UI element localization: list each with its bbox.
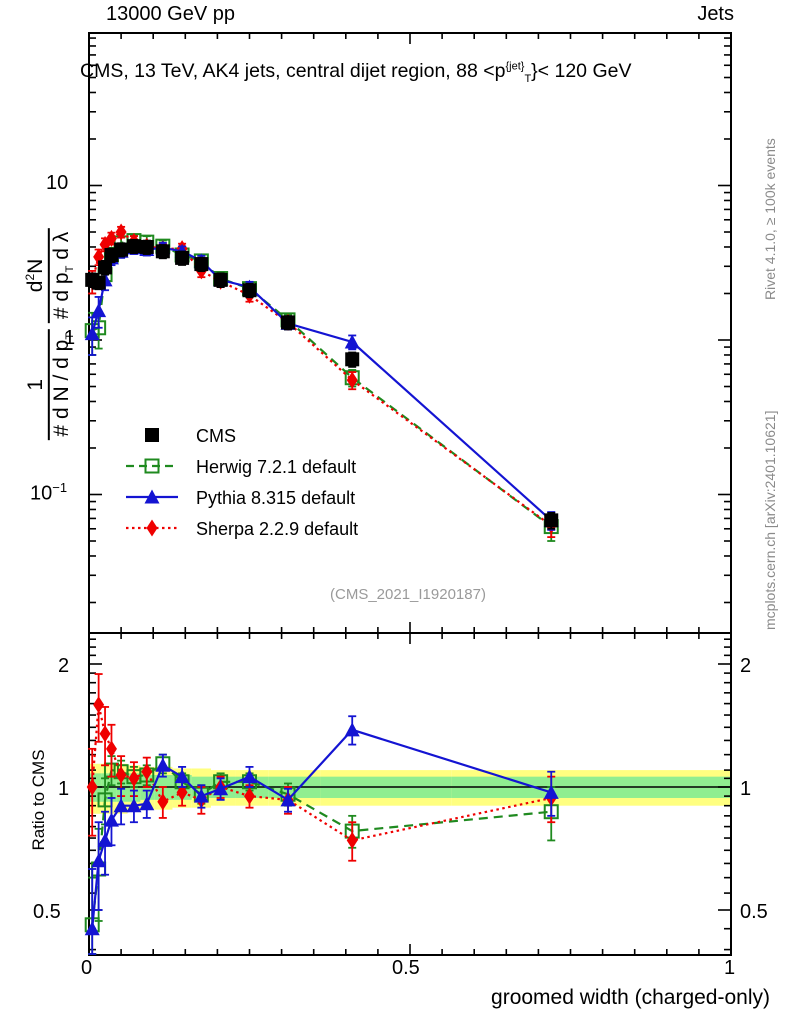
marker-triangle-filled [344, 334, 360, 349]
y-tick-10-neg1-base: 10 [30, 482, 53, 505]
marker-triangle-filled [543, 784, 559, 799]
marker-triangle-filled [84, 326, 100, 341]
x-tick-0: 0 [81, 957, 93, 979]
marker-diamond-filled [346, 831, 358, 849]
marker-square-filled [213, 272, 228, 287]
main-sherpa-line [91, 230, 552, 527]
marker-diamond-filled [176, 783, 188, 801]
marker-diamond-filled [157, 793, 169, 811]
marker-triangle-filled [193, 788, 209, 803]
ratio-tick-right-2: 2 [740, 655, 752, 677]
marker-triangle-filled [242, 769, 257, 784]
analysis-id-watermark: (CMS_2021_I1920187) [330, 586, 486, 603]
marker-square-filled [145, 428, 159, 442]
marker-triangle-filled [344, 722, 360, 737]
y-tick-10: 10 [46, 172, 69, 194]
x-tick-0p5: 0.5 [392, 957, 420, 979]
marker-diamond-filled [244, 787, 255, 805]
legend-label-cms: CMS [196, 426, 236, 446]
marker-square-filled [155, 244, 170, 259]
legend-label-sherpa: Sherpa 2.2.9 default [196, 519, 359, 539]
marker-triangle-filled [91, 853, 107, 868]
ratio-tick-1: 1 [58, 778, 70, 800]
legend-label-pythia: Pythia 8.315 default [196, 488, 356, 508]
legend-label-herwig: Herwig 7.2.1 default [196, 457, 357, 477]
marker-square-filled [242, 283, 257, 298]
marker-triangle-filled [213, 781, 229, 796]
ratio-tick-right-0p5: 0.5 [740, 901, 768, 923]
header-beam-label: 13000 GeV pp [106, 3, 235, 25]
marker-triangle-filled [91, 303, 107, 318]
marker-square-filled [114, 242, 129, 257]
marker-diamond-filled [346, 371, 358, 389]
y-tick-10-neg1: 10−1 [30, 480, 67, 506]
marker-square-filled [139, 239, 154, 254]
marker-square-filled [345, 352, 360, 367]
marker-diamond-filled [93, 696, 105, 714]
marker-diamond-filled [115, 223, 127, 241]
marker-square-filled [281, 315, 296, 330]
plot-title-tail: }< 120 GeV [531, 60, 632, 82]
marker-triangle-filled [174, 769, 190, 784]
main-pythia-line [91, 246, 552, 522]
y-tick-1: 1 [64, 327, 76, 349]
marker-diamond-filled [99, 725, 111, 743]
marker-square-filled [126, 239, 141, 254]
marker-square-open [144, 458, 160, 474]
main-herwig-line [91, 239, 552, 528]
marker-triangle-filled [126, 798, 142, 813]
main-plot-frame [88, 32, 732, 634]
y-tick-10-neg1-exp: −1 [52, 480, 68, 495]
marker-triangle-filled [84, 921, 100, 936]
ratio-tick-0p5: 0.5 [33, 901, 61, 923]
x-axis-label: groomed width (charged-only) [491, 986, 770, 1009]
marker-diamond-filled [86, 778, 98, 796]
marker-triangle-filled [139, 796, 155, 811]
marker-square-filled [175, 250, 190, 265]
plot-title: CMS, 13 TeV, AK4 jets, central dijet reg… [80, 60, 631, 85]
marker-square-filled [544, 513, 559, 528]
marker-triangle-filled [155, 757, 171, 772]
x-tick-1: 1 [724, 957, 736, 979]
marker-diamond-filled [115, 766, 127, 784]
marker-triangle-filled [103, 812, 119, 827]
marker-diamond-filled [105, 740, 117, 758]
ratio-tick-right-1: 1 [740, 778, 752, 800]
marker-triangle-filled [144, 489, 160, 504]
marker-square-filled [91, 275, 106, 290]
ratio-tick-2: 2 [58, 655, 70, 677]
marker-square-filled [194, 257, 209, 272]
plot-title-text: CMS, 13 TeV, AK4 jets, central dijet reg… [80, 60, 506, 82]
marker-diamond-filled [146, 519, 158, 537]
header-category-label: Jets [697, 3, 734, 25]
plot-title-sub: T [524, 72, 532, 85]
marker-diamond-filled [141, 763, 153, 781]
marker-triangle-filled [113, 798, 129, 813]
plot-title-sup: {jet} [505, 60, 525, 73]
ratio-pythia-line [91, 728, 552, 929]
marker-triangle-filled [280, 792, 296, 807]
marker-diamond-filled [128, 769, 140, 787]
marker-triangle-filled [97, 832, 113, 847]
marker-square-filled [98, 260, 113, 275]
